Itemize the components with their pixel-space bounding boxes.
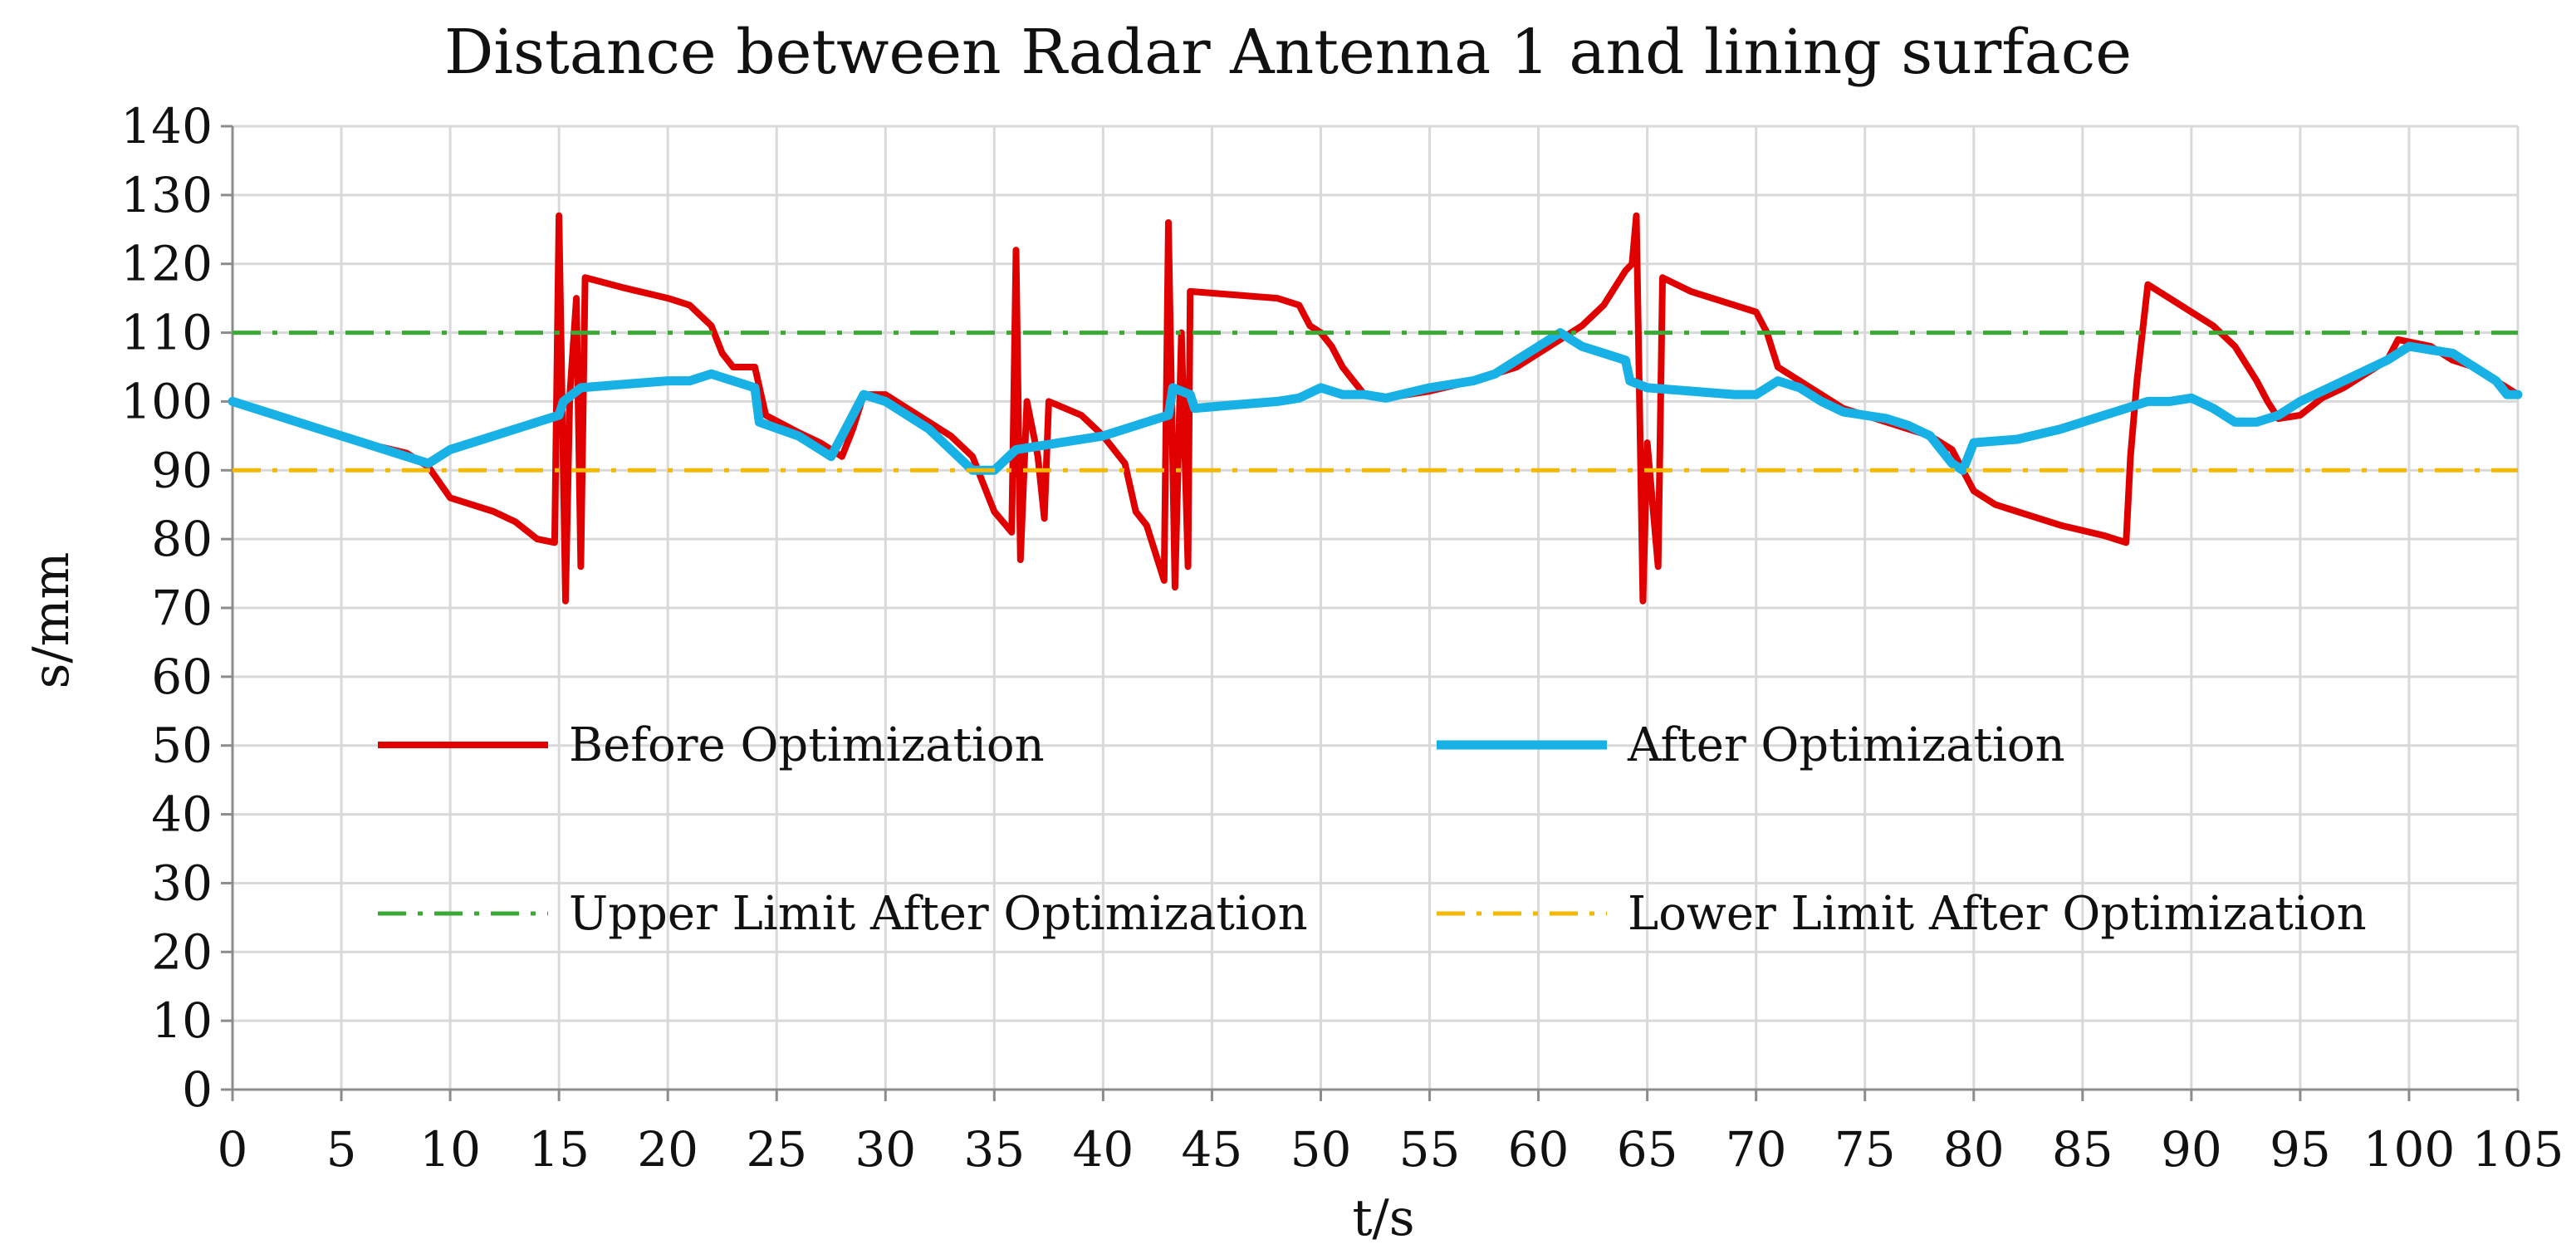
y-tick-label: 70 bbox=[151, 580, 213, 636]
x-tick-label: 5 bbox=[326, 1121, 357, 1178]
y-tick-label: 50 bbox=[151, 718, 213, 774]
x-tick-label: 30 bbox=[855, 1121, 916, 1178]
y-tick-label: 80 bbox=[151, 511, 213, 567]
x-tick-label: 75 bbox=[1834, 1121, 1896, 1178]
y-tick-label: 90 bbox=[151, 442, 213, 498]
x-tick-label: 105 bbox=[2472, 1121, 2564, 1178]
x-tick-label: 100 bbox=[2363, 1121, 2456, 1178]
y-tick-label: 140 bbox=[120, 98, 213, 154]
x-tick-label: 90 bbox=[2161, 1121, 2222, 1178]
legend-label-before-optimization: Before Optimization bbox=[569, 718, 1045, 772]
y-tick-label: 30 bbox=[151, 855, 213, 911]
x-axis-label: t/s bbox=[1352, 1189, 1414, 1247]
x-tick-label: 65 bbox=[1617, 1121, 1678, 1178]
x-tick-label: 20 bbox=[637, 1121, 698, 1178]
y-axis-label: s/mm bbox=[22, 552, 81, 689]
series-line-after-optimization bbox=[228, 328, 2523, 475]
x-tick-label: 85 bbox=[2052, 1121, 2113, 1178]
x-tick-label: 80 bbox=[1943, 1121, 2005, 1178]
series-group bbox=[228, 212, 2523, 605]
grid bbox=[233, 125, 2520, 1090]
chart-title: Distance between Radar Antenna 1 and lin… bbox=[444, 17, 2132, 88]
legend-label-upper-limit-after-optimization: Upper Limit After Optimization bbox=[569, 887, 1308, 941]
x-tick-label: 40 bbox=[1072, 1121, 1134, 1178]
x-tick-label: 45 bbox=[1182, 1121, 1243, 1178]
x-tick-label: 25 bbox=[746, 1121, 807, 1178]
x-tick-label: 55 bbox=[1399, 1121, 1461, 1178]
legend-label-after-optimization: After Optimization bbox=[1627, 718, 2065, 772]
y-tick-label: 120 bbox=[120, 236, 213, 292]
legend: Before Optimization After Optimization Upp… bbox=[378, 718, 2367, 941]
x-tick-label: 70 bbox=[1726, 1121, 1787, 1178]
y-tick-label: 40 bbox=[151, 786, 213, 843]
x-tick-label: 35 bbox=[963, 1121, 1025, 1178]
y-tick-label: 10 bbox=[151, 992, 213, 1049]
x-tick-label: 0 bbox=[218, 1121, 248, 1178]
y-tick-label: 0 bbox=[182, 1061, 213, 1118]
y-tick-label: 130 bbox=[120, 167, 213, 223]
series-line-before-optimization bbox=[229, 212, 2521, 605]
y-tick-label: 20 bbox=[151, 923, 213, 980]
legend-label-lower-limit-after-optimization: Lower Limit After Optimization bbox=[1628, 887, 2367, 941]
axes: 0 10 20 30 40 50 60 70 80 90 100 110 120 130 140 0 5 10 15… bbox=[120, 98, 2564, 1178]
y-tick-label: 100 bbox=[120, 373, 213, 429]
x-tick-label: 60 bbox=[1508, 1121, 1570, 1178]
x-tick-label: 95 bbox=[2270, 1121, 2331, 1178]
x-tick-label: 50 bbox=[1290, 1121, 1352, 1178]
y-tick-label: 110 bbox=[120, 305, 213, 361]
y-tick-label: 60 bbox=[151, 649, 213, 705]
x-tick-label: 10 bbox=[419, 1121, 481, 1178]
x-tick-label: 15 bbox=[528, 1121, 590, 1178]
